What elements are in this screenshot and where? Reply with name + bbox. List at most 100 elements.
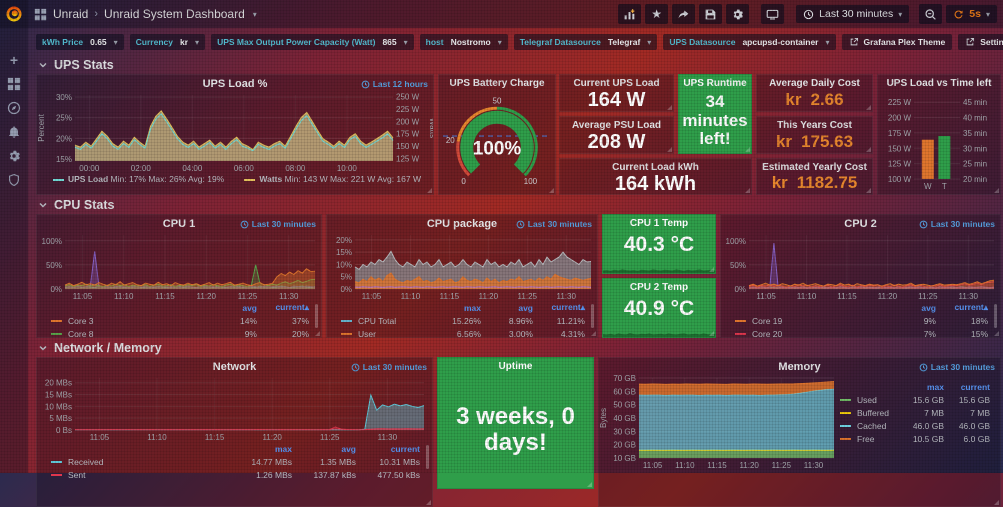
variable-ups-max-output[interactable]: UPS Max Output Power Capacity (Watt) 865…	[211, 34, 414, 50]
legend-scrollbar[interactable]	[591, 304, 594, 328]
create-icon[interactable]: +	[9, 51, 19, 68]
panel-title[interactable]: Average PSU Load	[571, 120, 662, 131]
legend-item[interactable]: Free 10.5 GB 6.0 GB	[840, 432, 990, 445]
variable-value[interactable]: Telegraf	[607, 37, 641, 47]
panel-title[interactable]: Uptime	[498, 361, 533, 372]
breadcrumb[interactable]: Unraid › Unraid System Dashboard ▾	[34, 7, 257, 21]
legend-header: avg current▴	[921, 302, 988, 313]
configuration-icon[interactable]	[7, 148, 22, 163]
network-chart[interactable]: 11:05 11:10 11:15 11:20 11:25 11:30 0 Bs 5 MBs 1…	[37, 374, 432, 442]
dashboard-title[interactable]: Unraid System Dashboard	[104, 7, 245, 21]
svg-text:06:00: 06:00	[234, 164, 255, 173]
gear-icon	[733, 9, 744, 19]
legend-item[interactable]: Core 8 9% 20%	[51, 327, 309, 340]
legend-item[interactable]: Used 15.6 GB 15.6 GB	[840, 393, 990, 406]
link-setup-guide[interactable]: Setting up Grafana and InfluxDB for UPS …	[958, 34, 1003, 50]
variable-host[interactable]: host Nostromo ▾	[419, 34, 508, 50]
share-button[interactable]	[672, 4, 696, 24]
panel-title[interactable]: CPU 2 Temp	[629, 282, 689, 293]
svg-text:0: 0	[461, 177, 466, 186]
server-admin-icon[interactable]	[7, 172, 22, 187]
legend-item[interactable]: User 6.56% 3.00% 4.31%	[341, 327, 585, 340]
panel-title[interactable]: Current UPS Load	[573, 78, 660, 89]
variable-value[interactable]: kr	[180, 37, 189, 47]
svg-text:W: W	[924, 182, 932, 191]
legend-scrollbar[interactable]	[994, 304, 997, 328]
cycle-view-button[interactable]	[761, 4, 785, 24]
time-override-label: Last 30 minutes	[930, 362, 995, 372]
legend-scrollbar[interactable]	[315, 304, 318, 328]
panel-title[interactable]: Average Daily Cost	[769, 78, 860, 89]
legend-item[interactable]: Core 19 9% 18%	[735, 314, 988, 327]
stat-value: 208 W	[587, 131, 646, 153]
add-panel-button[interactable]	[618, 4, 642, 24]
zoom-out-button[interactable]	[919, 4, 943, 24]
load-vs-time-chart[interactable]: 100 W 125 W 150 W 175 W 200 W 225 W 20 min 25 m…	[878, 89, 1000, 191]
dashboards-icon[interactable]	[7, 76, 22, 91]
row-ups-stats[interactable]: UPS Stats	[38, 58, 114, 72]
svg-text:250 W: 250 W	[396, 92, 420, 101]
variable-value[interactable]: apcupsd-container	[742, 37, 819, 47]
memory-chart[interactable]: 11:05 11:10 11:15 11:20 11:25 11:30 10 GB 20 GB…	[599, 374, 840, 470]
legend-scrollbar[interactable]	[426, 445, 429, 469]
panel-title[interactable]: Network	[212, 361, 257, 373]
panel-title[interactable]: UPS Load vs Time left	[886, 78, 992, 89]
panel-title[interactable]: CPU 2	[844, 218, 877, 230]
link-grafana-plex-theme[interactable]: Grafana Plex Theme	[841, 34, 953, 50]
row-network-memory[interactable]: Network / Memory	[38, 341, 162, 355]
svg-text:50 GB: 50 GB	[613, 401, 636, 410]
legend-item[interactable]: CPU Total 15.26% 8.96% 11.21%	[341, 314, 585, 327]
svg-text:11:15: 11:15	[205, 433, 225, 442]
cpu1-chart[interactable]: 11:05 11:10 11:15 11:20 11:25 11:30 0% 50% 100%	[37, 231, 321, 301]
refresh-caret-icon: ▾	[985, 9, 990, 19]
variable-value[interactable]: 865	[382, 37, 397, 47]
save-button[interactable]	[699, 4, 723, 24]
cpu-package-chart[interactable]: 11:05 11:10 11:15 11:20 11:25 11:30 0% 5% 10% 15%…	[327, 231, 597, 301]
dashboard-dropdown-caret[interactable]: ▾	[252, 9, 257, 19]
time-range-picker[interactable]: Last 30 minutes ▾	[796, 5, 910, 23]
legend-item[interactable]: UPS Load Min: 17% Max: 26% Avg: 19%	[53, 174, 224, 184]
legend-item[interactable]: Buffered 7 MB 7 MB	[840, 406, 990, 419]
panel-title[interactable]: CPU 1 Temp	[629, 218, 689, 229]
legend-item[interactable]: Cached 46.0 GB 46.0 GB	[840, 419, 990, 432]
svg-text:100 W: 100 W	[888, 175, 912, 184]
chevron-down-icon	[39, 202, 47, 208]
legend-item[interactable]: Received 14.77 MBs 1.35 MBs 10.31 MBs	[51, 455, 420, 468]
variable-ups-datasource[interactable]: UPS Datasource apcupsd-container ▾	[663, 34, 836, 50]
legend-item[interactable]: Core 3 14% 37%	[51, 314, 309, 327]
panel-title[interactable]: Current Load kWh	[612, 162, 699, 173]
panel-title[interactable]: CPU 1	[162, 218, 196, 230]
panel-title[interactable]: UPS Runtime	[683, 78, 747, 89]
variable-currency[interactable]: Currency kr ▾	[129, 34, 206, 50]
dashboard-grid-icon	[34, 8, 47, 20]
variable-value[interactable]: 0.65	[90, 37, 107, 47]
row-title: Network / Memory	[54, 341, 162, 355]
breadcrumb-folder[interactable]: Unraid	[53, 7, 89, 21]
ups-load-chart[interactable]: 00:00 02:00 04:00 06:00 08:00 10:00 15% 20% 25% 3…	[37, 91, 433, 173]
panel-title[interactable]: Memory	[778, 361, 821, 373]
legend-item[interactable]: Core 20 7% 15%	[735, 327, 988, 340]
legend-item[interactable]: Watts Min: 143 W Max: 221 W Avg: 167 W	[244, 174, 421, 184]
explore-icon[interactable]	[7, 100, 22, 115]
refresh-picker[interactable]: 5s ▾	[946, 5, 997, 23]
variable-kwh-price[interactable]: kWh Price 0.65 ▾	[36, 34, 124, 50]
settings-button[interactable]	[726, 4, 750, 24]
panel-title[interactable]: CPU package	[426, 218, 498, 230]
cpu2-chart[interactable]: 11:05 11:10 11:15 11:20 11:25 11:30 0% 50% 100%	[721, 231, 1000, 301]
svg-text:5 MBs: 5 MBs	[49, 414, 72, 423]
battery-gauge[interactable]: 0 20 50 100 100%	[439, 89, 555, 190]
panel-memory: Memory Last 30 minutes 11:05 11:10 11:15 11…	[598, 357, 1001, 507]
panel-title[interactable]: Estimated Yearly Cost	[762, 162, 867, 173]
panel-title[interactable]: UPS Battery Charge	[449, 78, 545, 89]
svg-text:175 W: 175 W	[888, 129, 912, 138]
row-cpu-stats[interactable]: CPU Stats	[38, 198, 114, 212]
variable-telegraf-datasource[interactable]: Telegraf Datasource Telegraf ▾	[513, 34, 658, 50]
grafana-logo[interactable]	[0, 0, 28, 28]
panel-title[interactable]: This Years Cost	[777, 120, 852, 131]
star-button[interactable]: ★	[645, 4, 669, 24]
caret-down-icon: ▾	[113, 37, 118, 47]
panel-title[interactable]: UPS Load %	[202, 78, 268, 90]
legend-item[interactable]: Sent 1.26 MBs 137.87 kBs 477.50 kBs	[51, 468, 420, 481]
alerting-icon[interactable]	[7, 124, 22, 139]
variable-value[interactable]: Nostromo	[450, 37, 491, 47]
